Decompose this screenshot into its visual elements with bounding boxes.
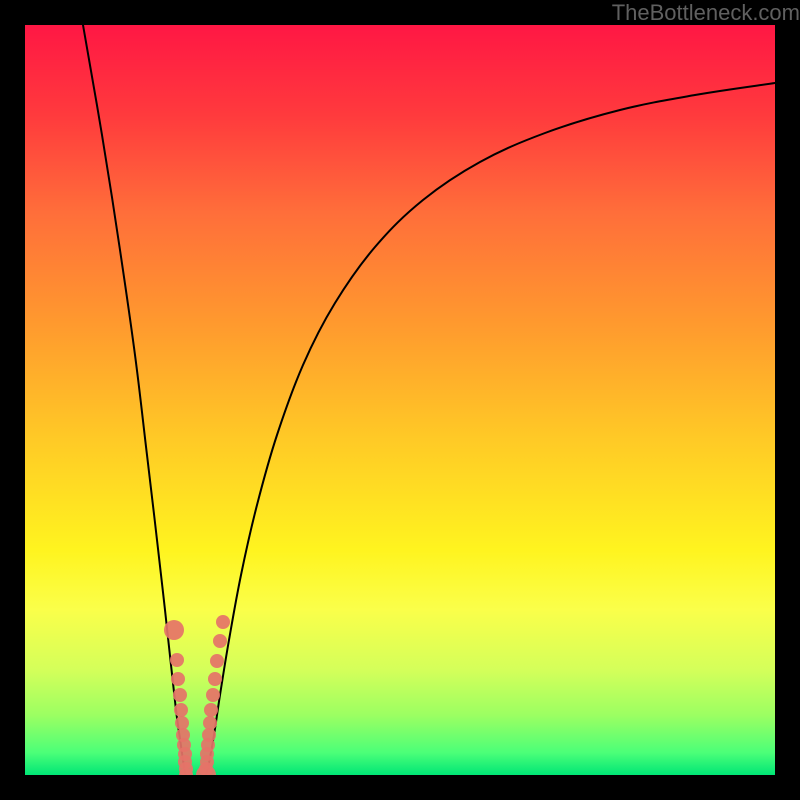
highlight-marker [174,703,188,717]
highlight-marker [202,728,216,742]
highlight-marker [171,672,185,686]
highlight-marker [206,688,220,702]
chart-svg [25,25,775,775]
chart-background [25,25,775,775]
highlight-marker [175,716,189,730]
highlight-marker [203,716,217,730]
watermark-label: TheBottleneck.com [612,0,800,26]
highlight-marker [204,703,218,717]
highlight-marker [210,654,224,668]
highlight-marker [173,688,187,702]
highlight-marker [170,653,184,667]
highlight-marker [213,634,227,648]
highlight-marker [164,620,184,640]
chart-plot [25,25,775,775]
highlight-marker [216,615,230,629]
highlight-marker [208,672,222,686]
